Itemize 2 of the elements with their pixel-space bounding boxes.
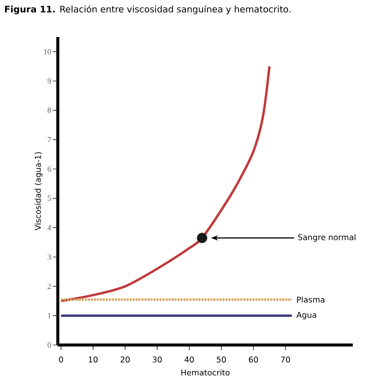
chart-title: Figura 11. Relación entre viscosidad sanguínea y hematocrito. bbox=[5, 5, 290, 14]
line-series bbox=[60, 65, 271, 302]
